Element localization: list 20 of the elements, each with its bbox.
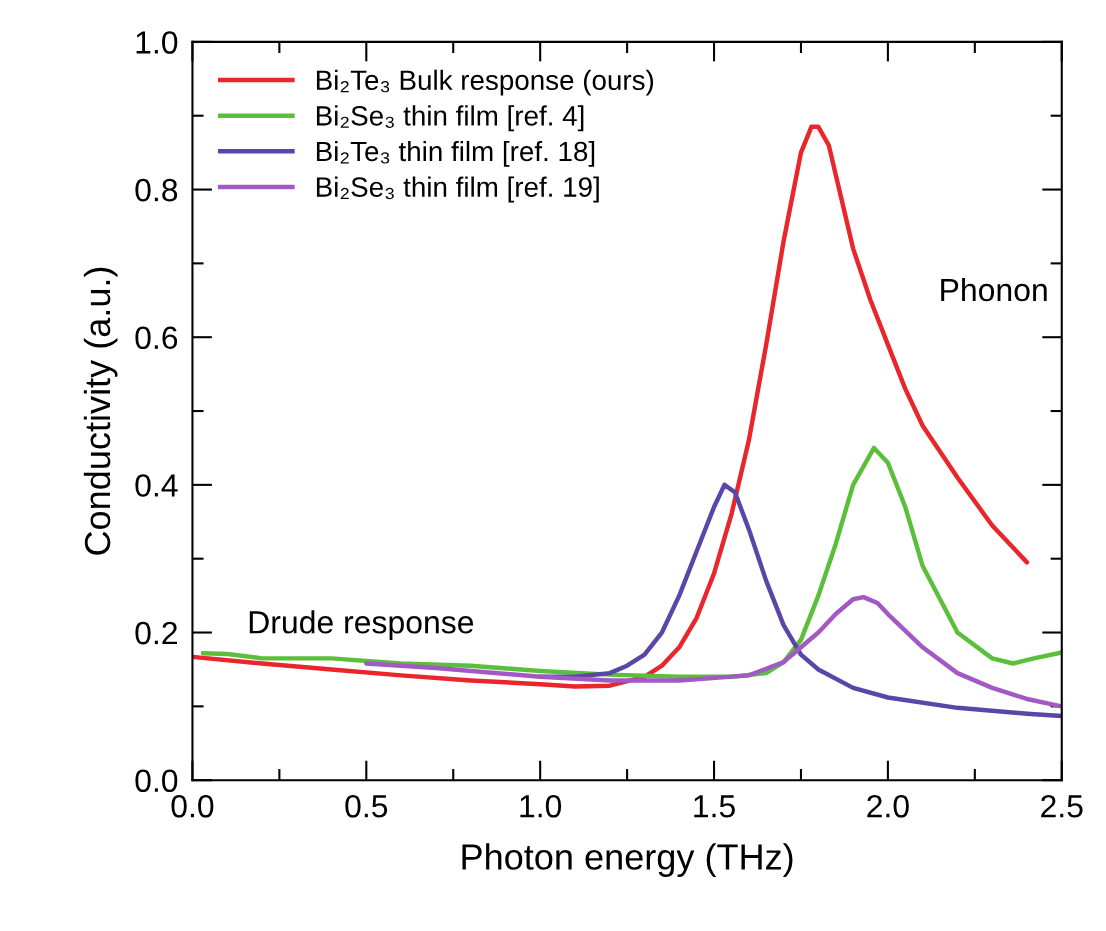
legend-label: Bi₂Se₃ thin film [ref. 19]	[316, 176, 599, 203]
x-tick-label: 0.5	[345, 794, 388, 818]
y-axis-title: Conductivity (a.u.)	[83, 267, 118, 555]
legend-label: Bi₂Te₃ Bulk response (ours)	[316, 69, 654, 96]
x-tick-label: 1.5	[694, 795, 735, 818]
y-tick-label: 1.0	[136, 31, 178, 54]
x-tick-label: 2.0	[867, 794, 909, 818]
legend-label: Bi₂Te₃ thin film [ref. 18]	[316, 140, 595, 167]
x-tick-label: 1.0	[520, 794, 562, 818]
y-tick-label: 0.2	[135, 621, 177, 645]
annotation: Phonon	[941, 277, 1047, 302]
x-tick-label: 2.5	[1041, 794, 1083, 818]
legend-label: Bi₂Se₃ thin film [ref. 4]	[316, 105, 584, 132]
y-tick-label: 0.4	[135, 474, 178, 497]
y-tick-label: 0.6	[135, 326, 178, 350]
annotation: Drude response	[249, 610, 474, 640]
y-tick-label: 0.8	[135, 178, 178, 202]
y-tick-label: 0.0	[135, 769, 178, 793]
x-tick-label: 0.0	[171, 794, 214, 818]
x-axis-title: Photon energy (THz)	[462, 843, 793, 877]
